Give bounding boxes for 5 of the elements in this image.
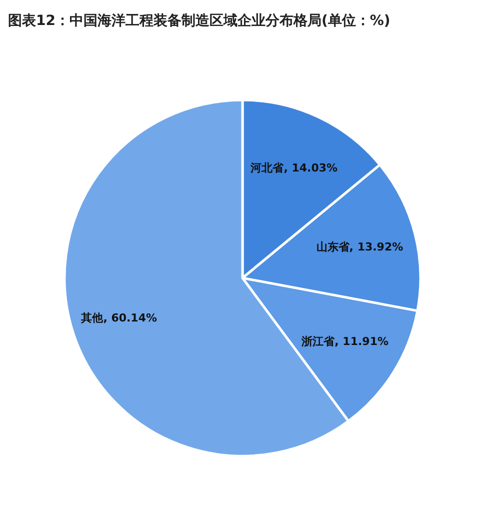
slice-label: 河北省, 14.03%	[250, 161, 338, 174]
slice-label: 其他, 60.14%	[80, 312, 158, 325]
slice-label: 浙江省, 11.91%	[300, 335, 388, 348]
slice-label: 山东省, 13.92%	[316, 240, 404, 254]
chart-title: 图表12：中国海洋工程装备制造区域企业分布格局(单位：%)	[8, 12, 390, 30]
